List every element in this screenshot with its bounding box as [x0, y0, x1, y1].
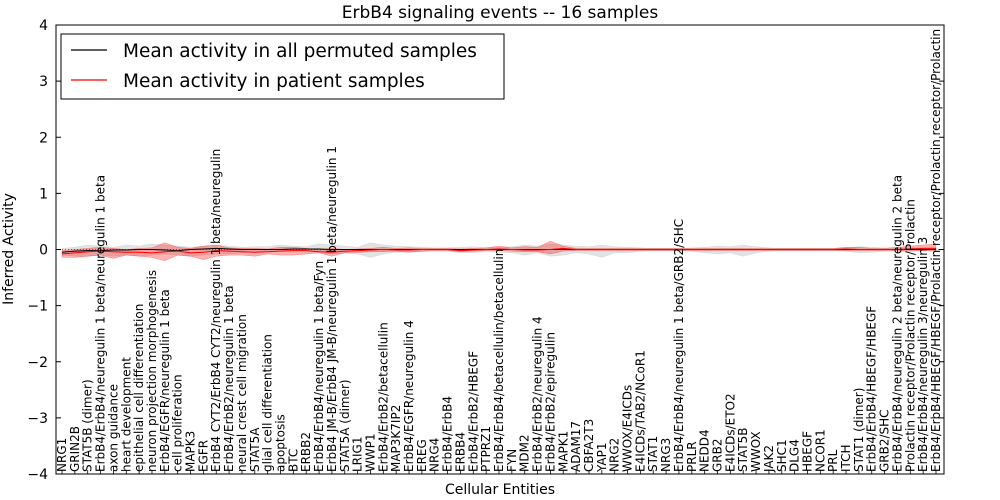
y-tick-label: 4	[39, 18, 48, 34]
x-category-label: E4ICDs/TAB2/NCoR1	[633, 350, 647, 472]
x-category-label: WWP1	[363, 433, 377, 472]
x-category-label: CBFA2T3	[582, 419, 596, 472]
x-category-label: DLG4	[788, 439, 802, 472]
x-category-label: epithelial cell differentiation	[132, 304, 146, 472]
x-axis-label: Cellular Entities	[445, 482, 555, 498]
x-category-label: heart development	[119, 357, 133, 472]
x-category-label: E4ICDs/ETO2	[723, 393, 737, 472]
y-tick-label: −4	[27, 467, 48, 483]
x-category-label: ErbB4/ErbB4/betacellulin/betacellulin	[492, 249, 506, 472]
x-category-label: ErbB4/ErbB2/neuregulin 1 beta	[222, 285, 236, 472]
x-category-label: ErbB4/EGFR/neuregulin 4	[402, 320, 416, 472]
x-category-label: NRG2	[608, 438, 622, 472]
x-category-label: ErbB4/ErbB4/neuregulin 3/neuregulin 3	[916, 237, 930, 472]
x-category-label: PTPRZ1	[479, 426, 493, 472]
x-category-label: ErbB4/ErbB2/epiregulin	[543, 332, 557, 472]
y-tick-label: 1	[39, 186, 48, 202]
x-category-label: neural crest cell migration	[235, 314, 249, 472]
confidence-bands	[61, 240, 937, 261]
x-category-label: NRG1	[55, 438, 69, 472]
x-category-label: ErbB4 JM-B/ErbB4 JM-B/neuregulin 1 beta/…	[325, 146, 339, 472]
x-category-label: ErbB4/ErbB4/HBEGF/HBEGF	[865, 306, 879, 472]
x-category-label: GRB2	[711, 438, 725, 472]
y-axis-ticks: −4 −3 −2 −1 0 1 2 3 4	[27, 18, 944, 483]
x-category-label: glial cell differentiation	[261, 334, 275, 472]
x-category-label: MAPK1	[556, 431, 570, 472]
x-category-label: NEDD4	[698, 429, 712, 472]
y-axis-label: Inferred Activity	[1, 193, 17, 305]
confidence-band-patient	[61, 240, 937, 261]
x-category-label: ErbB4/ErbB4/HBEGF/HBEGF/Prolactin recept…	[929, 29, 943, 472]
x-category-label: NRG4	[428, 438, 442, 472]
x-category-label: ERBB4	[453, 432, 467, 472]
x-category-label: ErbB4 CYT2/ErbB4 CYT2/neuregulin 1 beta/…	[209, 149, 223, 472]
x-category-label: GRIN2B	[68, 426, 82, 472]
x-category-label: ErbB4/ErbB4/neuregulin 1 beta/GRB2/SHC	[672, 219, 686, 472]
x-category-label: ErbB4/EGFR/neuregulin 1 beta	[158, 289, 172, 472]
x-category-label: EGFR	[196, 440, 210, 472]
x-category-label: GRB2/SHC	[878, 409, 892, 472]
x-category-label: STAT5B	[736, 428, 750, 473]
x-category-label: ErbB4/ErbB4/neuregulin 1 beta/Fyn	[312, 261, 326, 472]
legend-label-permuted: Mean activity in all permuted samples	[123, 41, 477, 62]
x-category-label: SHC1	[775, 439, 789, 472]
series-lines	[61, 247, 936, 255]
x-category-label: NCOR1	[813, 429, 827, 472]
series-line-patient	[61, 247, 936, 255]
x-category-label: PRLR	[685, 441, 699, 472]
x-category-label: STAT1	[646, 436, 660, 472]
x-category-label: JAK2	[762, 445, 776, 473]
x-category-label: ErbB4/ErbB2/neuregulin 4	[531, 316, 545, 472]
x-category-label: PRL	[826, 449, 840, 472]
x-category-label: ErbB4/ErbB4/neuregulin 1 beta/neuregulin…	[94, 175, 108, 472]
x-category-label: ERBB2	[299, 432, 313, 472]
x-category-label: ADAM17	[569, 421, 583, 472]
legend-box	[60, 33, 505, 100]
x-category-label: ErbB4/ErbB2/betacellulin	[376, 322, 390, 472]
x-category-label: EREG	[415, 439, 429, 472]
x-category-label: NRG3	[659, 438, 673, 472]
x-category-label: BTC	[286, 449, 300, 472]
x-category-label: STAT5A	[248, 427, 262, 472]
y-tick-label: 0	[39, 243, 48, 259]
y-tick-label: −3	[27, 411, 48, 427]
x-category-label: HBEGF	[800, 431, 814, 472]
x-category-label: YAP1	[595, 443, 609, 473]
x-category-label: WWOX	[749, 431, 763, 472]
x-category-label: axon guidance	[106, 384, 120, 472]
x-category-label: WWOX/E4ICDs	[621, 385, 635, 472]
x-category-label: ITCH	[839, 444, 853, 472]
x-category-label: ErbB4/ErbB4/neuregulin 2 beta/neuregulin…	[890, 175, 904, 472]
y-tick-label: 2	[39, 130, 48, 146]
x-category-label: STAT5A (dimer)	[338, 379, 352, 472]
x-category-label: STAT1 (dimer)	[852, 388, 866, 472]
x-category-label: ErbB4/ErbB4	[441, 396, 455, 472]
x-category-label: Prolactin receptor/Prolactin receptor/Pr…	[903, 199, 917, 472]
x-category-label: cell proliferation	[171, 374, 185, 472]
chart-title: ErbB4 signaling events -- 16 samples	[342, 3, 659, 23]
legend-label-patient: Mean activity in patient samples	[123, 71, 425, 92]
x-category-label: FYN	[505, 449, 519, 472]
confidence-band-permuted	[61, 242, 937, 258]
x-category-label: apoptosis	[274, 414, 288, 472]
y-tick-label: −2	[27, 355, 48, 371]
x-category-label: LRIG1	[351, 437, 365, 473]
x-category-label: MAPK3	[184, 431, 198, 472]
y-tick-label: −1	[27, 299, 48, 315]
x-category-label: MDM2	[518, 434, 532, 472]
y-tick-label: 3	[39, 74, 48, 90]
x-category-label: MAP3K7IP2	[389, 405, 403, 472]
x-category-label: ErbB4/ErbB2/HBEGF	[466, 351, 480, 472]
legend: Mean activity in all permuted samples Me…	[60, 33, 505, 100]
x-category-label: STAT5B (dimer)	[81, 379, 95, 472]
x-category-label: neuron projection morphogenesis	[145, 270, 159, 472]
